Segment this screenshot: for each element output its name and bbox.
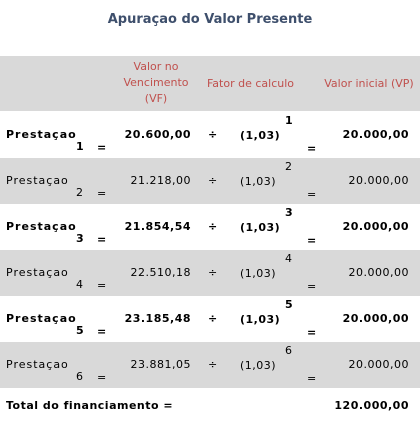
row-label: Prestaçao	[6, 358, 69, 371]
table-row: Prestaçao 3 = 21.854,54 ÷ (1,03) 3 = 20.…	[0, 204, 420, 251]
row-exponent: 3	[285, 206, 293, 219]
row-equals: =	[97, 279, 107, 292]
row-label: Prestaçao	[6, 220, 77, 233]
row-vp: 20.000,00	[348, 266, 409, 279]
total-value: 120.000,00	[334, 399, 409, 412]
divide-sign: ÷	[208, 174, 218, 187]
row-label: Prestaçao	[6, 266, 69, 279]
row-exponent: 2	[285, 160, 292, 173]
row-exponent: 1	[285, 114, 293, 127]
divide-sign: ÷	[208, 266, 218, 279]
row-vp: 20.000,00	[342, 220, 409, 233]
table-row: Prestaçao 2 = 21.218,00 ÷ (1,03) 2 = 20.…	[0, 158, 420, 205]
row-vf: 21.218,00	[130, 174, 191, 187]
row-exponent: 5	[285, 298, 293, 311]
row-exponent: 6	[285, 344, 292, 357]
row-rate: (1,03)	[240, 129, 281, 142]
total-label: Total do financiamento =	[6, 399, 174, 412]
row-equals-result: =	[307, 280, 317, 293]
row-equals-result: =	[307, 326, 317, 339]
header-vf-line1: Valor no	[133, 60, 179, 73]
header-fator: Fator de calculo	[206, 77, 295, 90]
row-equals-result: =	[307, 234, 317, 247]
row-equals-result: =	[307, 188, 317, 201]
row-vp: 20.000,00	[342, 128, 409, 141]
row-rate: (1,03)	[240, 267, 277, 280]
header-vf-line2: Vencimento	[123, 76, 189, 89]
row-vp: 20.000,00	[348, 358, 409, 371]
header-vf: Valor no Vencimento (VF)	[108, 59, 204, 107]
divide-sign: ÷	[208, 358, 218, 371]
row-equals: =	[97, 141, 107, 154]
row-equals: =	[97, 325, 107, 338]
row-vf: 22.510,18	[130, 266, 191, 279]
row-rate: (1,03)	[240, 359, 277, 372]
row-equals: =	[97, 233, 107, 246]
table-row: Prestaçao 4 = 22.510,18 ÷ (1,03) 4 = 20.…	[0, 250, 420, 297]
total-row: Total do financiamento = 120.000,00	[0, 393, 420, 417]
header-vf-line3: (VF)	[144, 92, 168, 105]
page-title: Apuraçao do Valor Presente	[107, 12, 313, 27]
row-vf: 23.185,48	[124, 312, 191, 325]
row-equals: =	[97, 187, 107, 200]
row-exponent: 4	[285, 252, 292, 265]
row-label: Prestaçao	[6, 128, 77, 141]
row-label: Prestaçao	[6, 174, 69, 187]
table-header: Valor no Vencimento (VF) Fator de calcul…	[0, 56, 420, 112]
row-vf: 20.600,00	[124, 128, 191, 141]
row-rate: (1,03)	[240, 313, 281, 326]
row-number: 4	[76, 278, 83, 291]
row-number: 1	[76, 140, 84, 153]
table-row: Prestaçao 6 = 23.881,05 ÷ (1,03) 6 = 20.…	[0, 342, 420, 389]
row-rate: (1,03)	[240, 221, 281, 234]
row-vp: 20.000,00	[342, 312, 409, 325]
row-equals-result: =	[307, 142, 317, 155]
row-number: 6	[76, 370, 83, 383]
row-label: Prestaçao	[6, 312, 77, 325]
row-rate: (1,03)	[240, 175, 277, 188]
row-number: 3	[76, 232, 84, 245]
header-vp: Valor inicial (VP)	[324, 77, 414, 90]
divide-sign: ÷	[208, 220, 218, 233]
table-row: Prestaçao 5 = 23.185,48 ÷ (1,03) 5 = 20.…	[0, 296, 420, 343]
row-number: 5	[76, 324, 84, 337]
row-vf: 21.854,54	[124, 220, 191, 233]
row-vp: 20.000,00	[348, 174, 409, 187]
divide-sign: ÷	[208, 312, 218, 325]
table-row: Prestaçao 1 = 20.600,00 ÷ (1,03) 1 = 20.…	[0, 112, 420, 159]
divide-sign: ÷	[208, 128, 218, 141]
row-vf: 23.881,05	[130, 358, 191, 371]
row-equals-result: =	[307, 372, 317, 385]
row-equals: =	[97, 371, 107, 384]
row-number: 2	[76, 186, 83, 199]
